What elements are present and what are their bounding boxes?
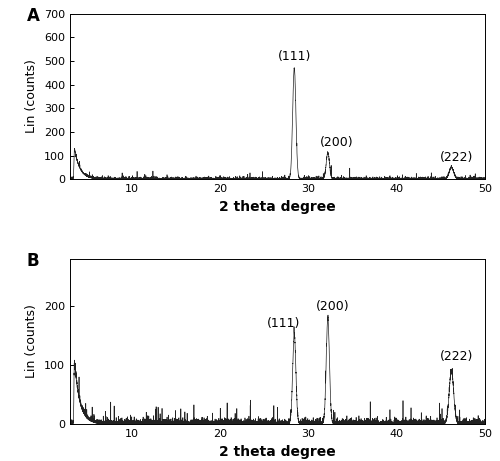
Text: (222): (222) xyxy=(440,151,474,164)
Text: A: A xyxy=(26,7,40,25)
Text: (200): (200) xyxy=(320,136,354,148)
Y-axis label: Lin (counts): Lin (counts) xyxy=(26,304,38,378)
Y-axis label: Lin (counts): Lin (counts) xyxy=(26,59,38,134)
Text: B: B xyxy=(26,252,39,270)
Text: (111): (111) xyxy=(278,50,311,63)
Text: (111): (111) xyxy=(267,317,300,330)
Text: (200): (200) xyxy=(316,300,350,313)
X-axis label: 2 theta degree: 2 theta degree xyxy=(219,444,336,459)
X-axis label: 2 theta degree: 2 theta degree xyxy=(219,200,336,214)
Text: (222): (222) xyxy=(440,350,474,363)
